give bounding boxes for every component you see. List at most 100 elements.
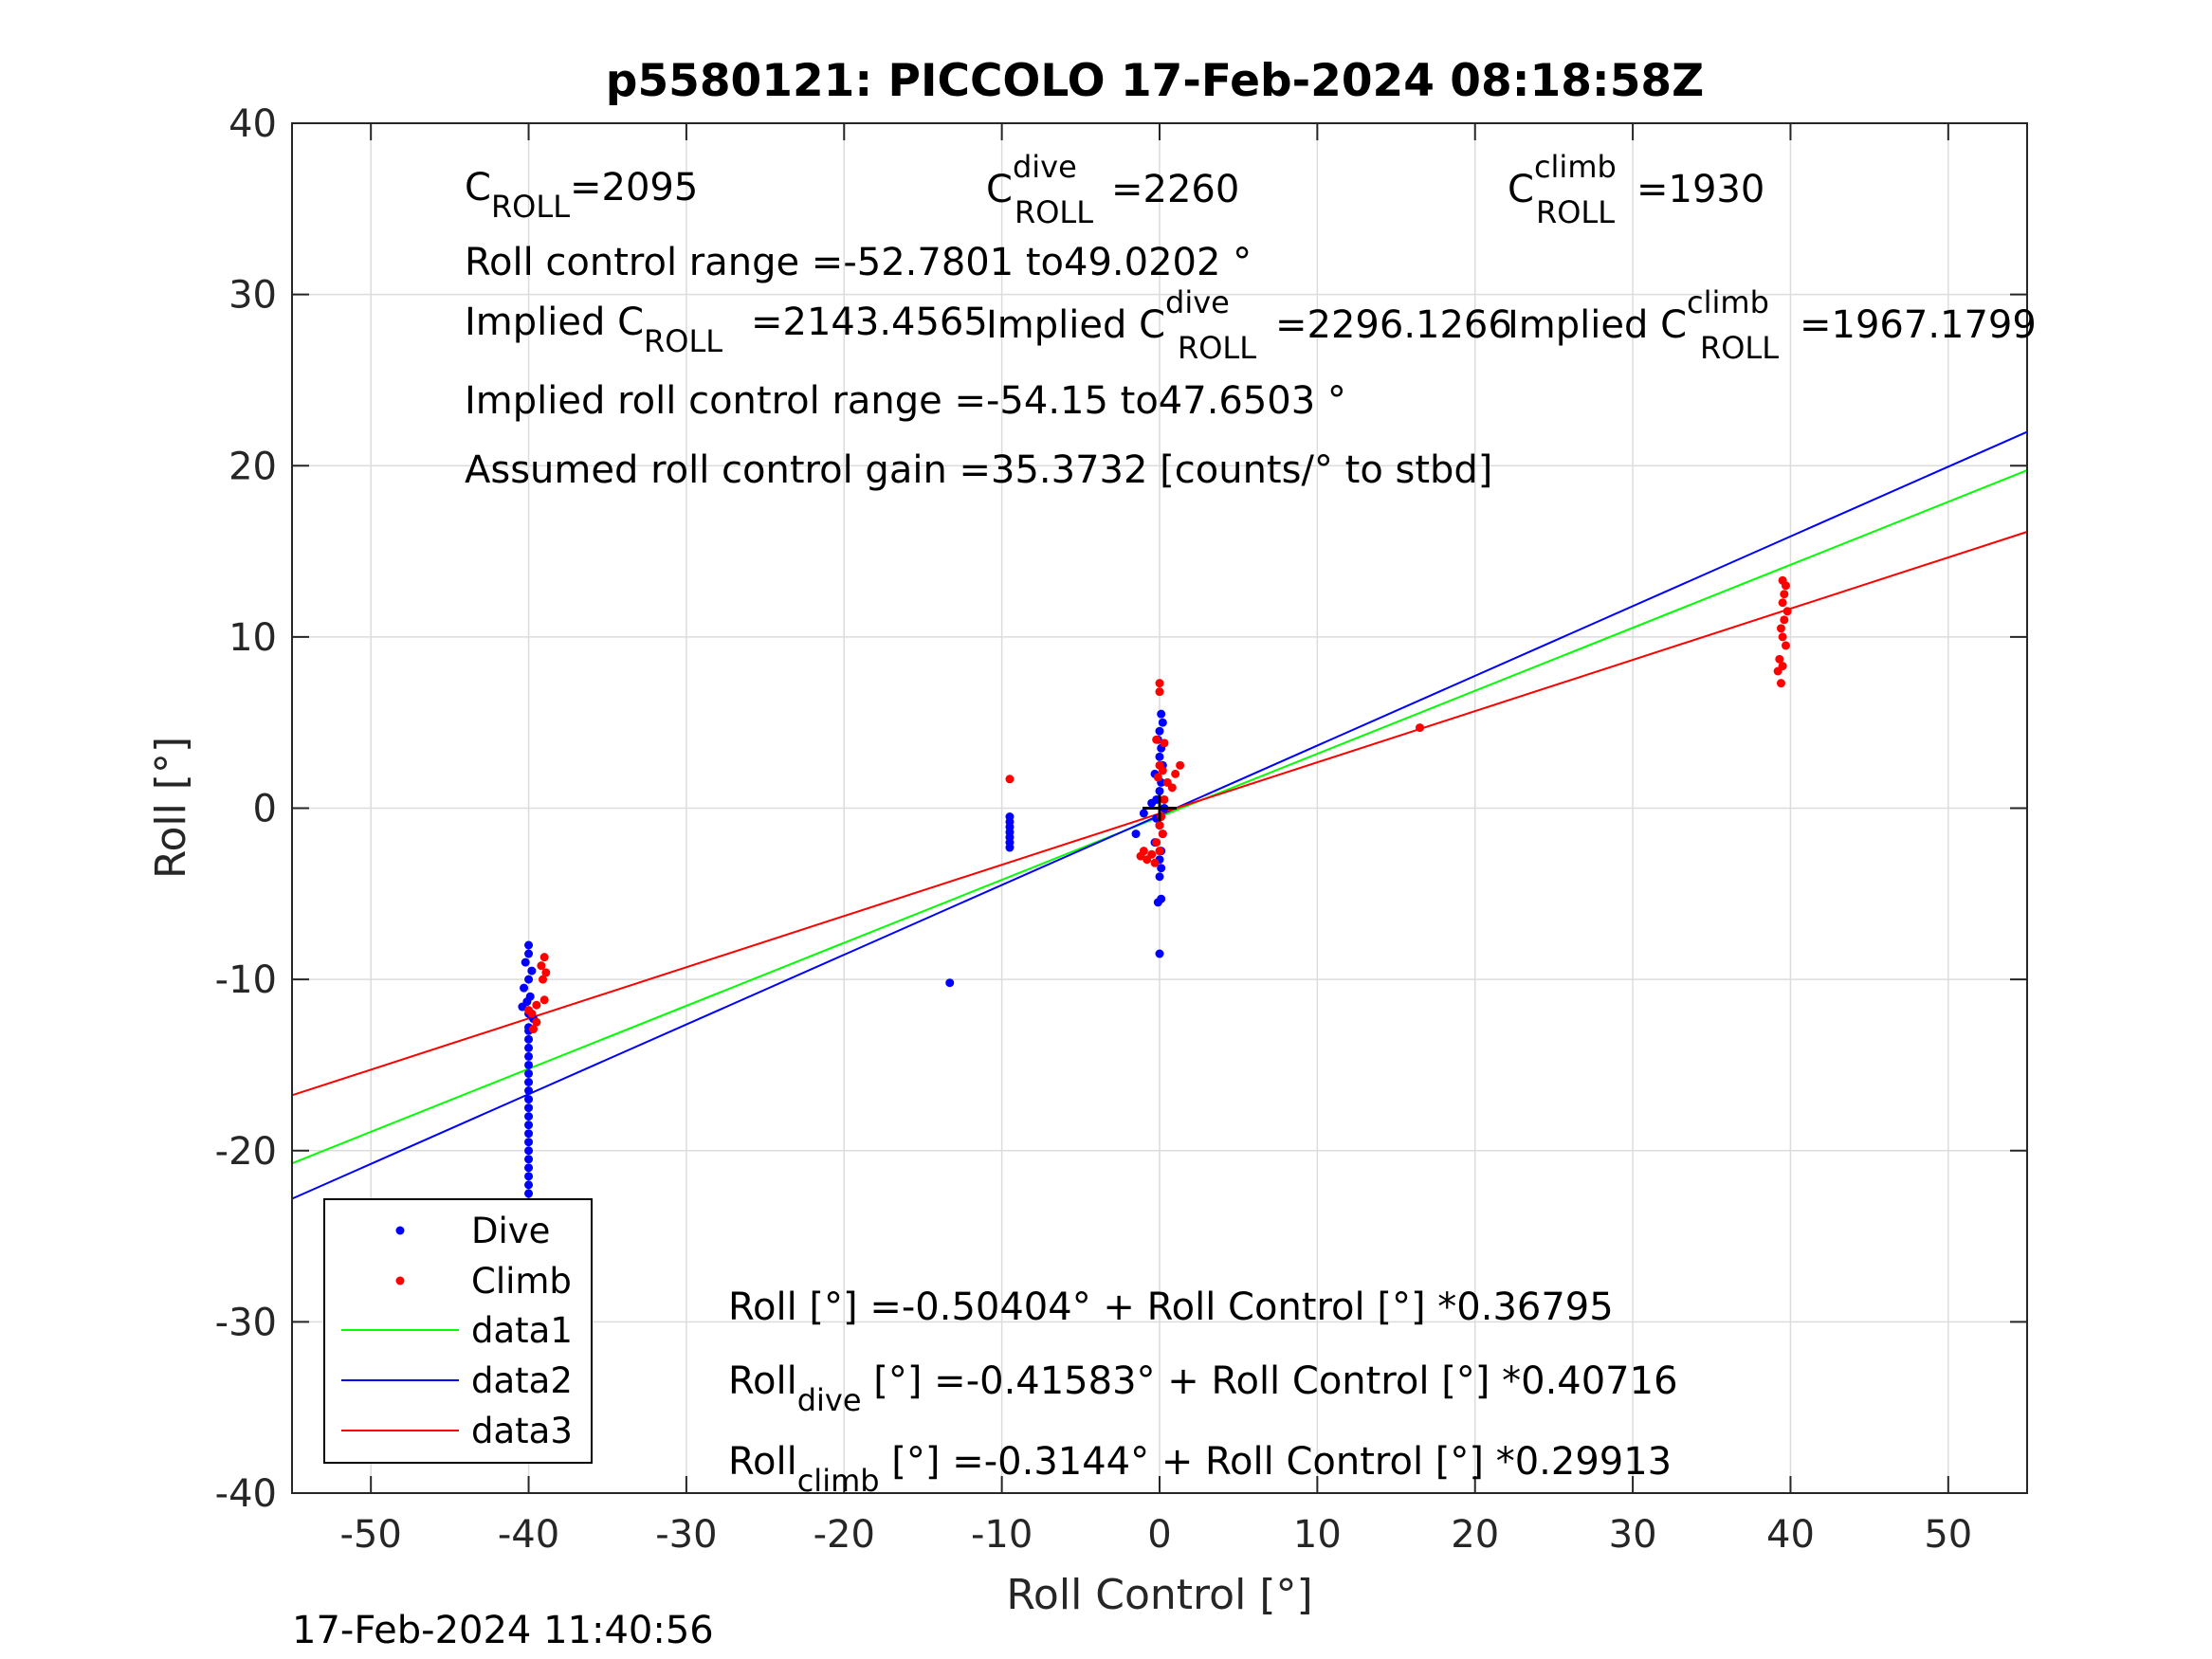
point-climb — [1778, 598, 1787, 608]
point-climb — [1136, 851, 1145, 861]
point-climb — [537, 961, 546, 971]
point-climb — [1176, 760, 1185, 770]
center-marker — [1143, 794, 1177, 822]
point-climb — [1776, 679, 1785, 688]
point-dive — [524, 1146, 534, 1156]
point-climb — [1005, 775, 1015, 784]
timestamp: 17-Feb-2024 11:40:56 — [292, 1609, 714, 1652]
point-dive — [524, 1034, 534, 1044]
y-tick-label: -20 — [215, 1130, 277, 1174]
point-dive — [1155, 752, 1164, 761]
y-tick-label: -10 — [215, 958, 277, 1002]
x-tick-label: -20 — [814, 1513, 875, 1557]
point-climb — [532, 1000, 541, 1010]
point-climb — [1155, 821, 1164, 830]
x-axis-ticks: -50 -40 -30 -20 -10 0 10 20 30 40 50 — [340, 123, 1972, 1557]
point-dive — [518, 1002, 527, 1012]
point-climb — [1171, 769, 1180, 778]
x-tick-label: 30 — [1609, 1513, 1657, 1557]
point-climb — [1158, 766, 1167, 775]
legend: Dive Climb data1 data2 data3 — [323, 1198, 593, 1464]
point-dive — [521, 957, 530, 967]
fit-equation-all: Roll [°] =-0.50404° + Roll Control [°] *… — [728, 1285, 1614, 1329]
legend-climb-label: Climb — [471, 1261, 572, 1302]
point-climb — [1152, 838, 1161, 848]
point-dive — [524, 1189, 534, 1198]
point-dive — [1158, 718, 1167, 727]
point-climb — [1155, 847, 1164, 856]
assumed-gain-annotation: Assumed roll control gain =35.3732 [coun… — [465, 448, 1492, 492]
point-dive — [945, 978, 955, 988]
y-tick-label: 40 — [229, 102, 277, 146]
chart-title: p5580121: PICCOLO 17-Feb-2024 08:18:58Z — [606, 55, 1704, 107]
y-tick-label: -40 — [215, 1472, 277, 1516]
point-climb — [1780, 615, 1789, 625]
x-tick-label: 50 — [1924, 1513, 1972, 1557]
point-dive — [524, 1095, 534, 1104]
point-dive — [1155, 786, 1164, 795]
y-tick-label: -30 — [215, 1301, 277, 1344]
point-dive — [524, 1172, 534, 1181]
y-tick-label: 0 — [253, 788, 277, 831]
legend-data2-label: data2 — [471, 1360, 573, 1401]
point-dive — [524, 1180, 534, 1190]
point-dive — [524, 1112, 534, 1121]
legend-data3-label: data3 — [471, 1411, 573, 1451]
point-dive — [1147, 798, 1157, 808]
point-climb — [541, 968, 551, 977]
point-dive — [1157, 864, 1166, 873]
x-tick-label: -40 — [498, 1513, 559, 1557]
y-tick-label: 20 — [229, 445, 277, 488]
point-climb — [529, 1025, 539, 1034]
point-dive — [524, 975, 534, 984]
point-dive — [1157, 894, 1166, 903]
point-dive — [524, 1060, 534, 1069]
implied-c-roll-annotation: Implied CROLL =2143.4565 — [465, 301, 988, 359]
point-climb — [532, 1017, 541, 1027]
point-dive — [1155, 872, 1164, 882]
point-climb — [539, 995, 549, 1005]
x-axis-label: Roll Control [°] — [1006, 1571, 1312, 1619]
point-dive — [1157, 709, 1166, 719]
point-climb — [1167, 783, 1177, 793]
y-axis-ticks: -40 -30 -20 -10 0 10 20 30 40 — [215, 102, 2027, 1516]
point-dive — [527, 966, 537, 975]
point-dive — [1155, 726, 1164, 736]
point-climb — [1160, 738, 1169, 748]
legend-climb-marker — [395, 1276, 405, 1285]
x-tick-label: 0 — [1147, 1513, 1171, 1557]
point-dive — [1131, 830, 1141, 839]
legend-dive-label: Dive — [471, 1211, 550, 1251]
legend-dive-marker — [395, 1226, 405, 1235]
point-climb — [1143, 855, 1152, 865]
point-dive — [524, 1163, 534, 1173]
point-climb — [1778, 632, 1787, 642]
point-dive — [524, 1051, 534, 1061]
point-dive — [1139, 809, 1148, 818]
point-dive — [1155, 949, 1164, 958]
point-dive — [524, 1086, 534, 1096]
point-climb — [524, 1006, 534, 1015]
point-dive — [524, 1043, 534, 1052]
implied-c-roll-dive-annotation: Implied Cdive ROLL=2296.1266 — [986, 284, 1512, 366]
point-climb — [1775, 654, 1784, 664]
point-climb — [1416, 723, 1424, 733]
point-climb — [1155, 687, 1164, 697]
point-climb — [1155, 679, 1164, 688]
y-axis-label: Roll [°] — [147, 737, 195, 879]
point-dive — [1005, 843, 1015, 852]
point-dive — [524, 1103, 534, 1113]
implied-range-annotation: Implied roll control range =-54.15 to47.… — [465, 379, 1346, 423]
point-climb — [1782, 607, 1792, 616]
point-dive — [524, 1078, 534, 1086]
point-dive — [524, 1129, 534, 1139]
point-dive — [524, 1155, 534, 1164]
c-roll-annotation: CROLL=2095 — [465, 166, 698, 225]
legend-data1-label: data1 — [471, 1310, 573, 1351]
x-tick-label: 40 — [1766, 1513, 1815, 1557]
implied-c-roll-climb-annotation: Implied Cclimb ROLL=1967.1799 — [1508, 284, 2037, 366]
point-climb — [1158, 830, 1167, 839]
point-climb — [1780, 590, 1789, 599]
x-tick-label: -30 — [655, 1513, 717, 1557]
